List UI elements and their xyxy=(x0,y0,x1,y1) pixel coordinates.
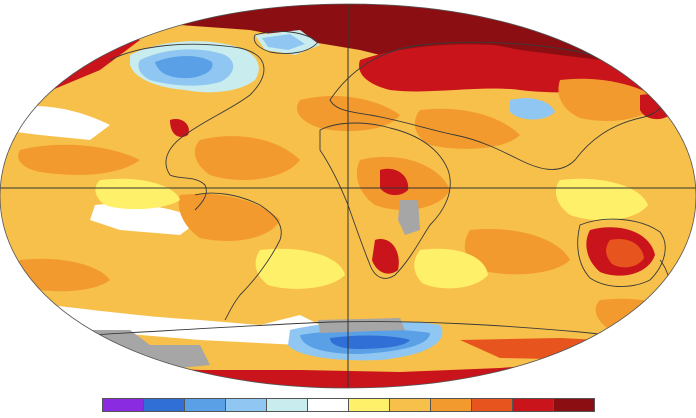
legend-swatch-9 xyxy=(431,399,472,411)
legend-swatch-11 xyxy=(513,399,554,411)
south-america-outline xyxy=(194,192,282,321)
world-map-svg xyxy=(0,3,696,389)
africa-outline xyxy=(319,122,451,279)
caribbean-warm xyxy=(194,136,300,180)
legend-swatch-5 xyxy=(267,399,308,411)
pacific-warm-patch xyxy=(18,144,140,175)
map-fill-layer xyxy=(0,4,696,388)
south-pacific-warm xyxy=(15,258,110,292)
south-africa-hot xyxy=(372,239,399,274)
east-pacific-neutral xyxy=(90,203,200,235)
greenland-outline xyxy=(253,31,319,54)
antarctic-cold-core xyxy=(330,335,410,349)
eurasia-outline xyxy=(329,41,667,170)
north-america-outline xyxy=(109,43,265,211)
middle-east-warm xyxy=(414,108,520,149)
legend-swatch-1 xyxy=(103,399,144,411)
legend-swatch-6 xyxy=(308,399,349,411)
color-scale-legend xyxy=(102,398,595,412)
legend-swatch-7 xyxy=(349,399,390,411)
map-projection-border xyxy=(0,3,696,389)
australia-hot-core xyxy=(606,238,644,268)
tasman-warm xyxy=(595,298,690,335)
south-america-warm xyxy=(178,193,280,241)
legend-swatch-4 xyxy=(226,399,267,411)
southern-ocean-neutral xyxy=(0,300,330,345)
legend-swatch-2 xyxy=(144,399,185,411)
legend-swatch-10 xyxy=(472,399,513,411)
east-asia-warm xyxy=(558,78,660,121)
gulf-hot-spot xyxy=(170,119,189,138)
no-data-region-central-africa xyxy=(398,200,420,235)
central-asia-cool xyxy=(510,98,555,120)
legend-swatch-12 xyxy=(554,399,594,411)
south-atlantic-mild xyxy=(255,248,345,289)
north-america-cold-core xyxy=(155,56,213,79)
temperature-anomaly-map xyxy=(0,3,696,389)
maritime-continent-mild xyxy=(555,178,648,221)
southern-africa-mild xyxy=(414,248,488,289)
legend-swatch-3 xyxy=(185,399,226,411)
legend-swatch-8 xyxy=(390,399,431,411)
tropical-pacific-mild xyxy=(95,178,180,210)
indian-ocean-warm xyxy=(464,229,570,275)
australia-outline xyxy=(577,218,666,288)
greenland-cool-core xyxy=(262,34,305,50)
